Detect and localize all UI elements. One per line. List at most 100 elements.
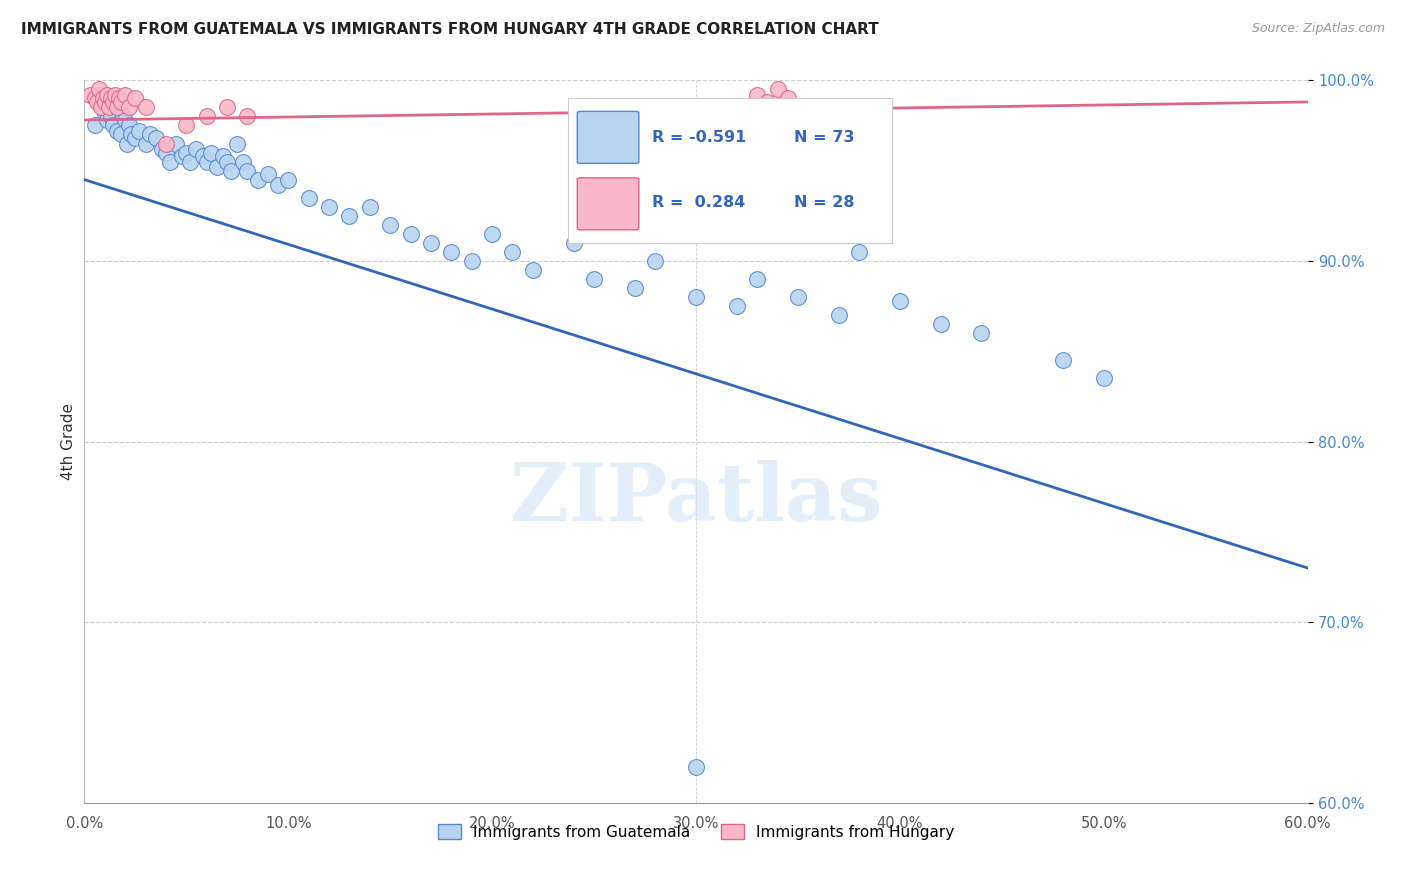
Point [298,191,321,205]
Point [87,82,110,96]
Point [128,124,150,138]
Point [100,91,122,105]
Point [970,326,993,341]
Point [359,200,381,214]
Point [87,87,110,102]
Text: IMMIGRANTS FROM GUATEMALA VS IMMIGRANTS FROM HUNGARY 4TH GRADE CORRELATION CHART: IMMIGRANTS FROM GUATEMALA VS IMMIGRANTS … [21,22,879,37]
Point [624,281,647,295]
Point [776,91,799,105]
Point [685,290,707,304]
Point [399,227,422,241]
Point [101,95,124,109]
Point [93,105,115,120]
Y-axis label: 4th Grade: 4th Grade [60,403,76,480]
Point [461,253,484,268]
Point [114,87,136,102]
Point [165,136,187,151]
Point [79,87,101,102]
Point [90,100,112,114]
Point [174,145,197,160]
Point [766,82,789,96]
Point [100,110,122,124]
Point [186,142,208,156]
Point [83,119,105,133]
Point [339,209,361,223]
Point [120,128,142,142]
Point [150,142,173,156]
Point [97,91,120,105]
Point [217,154,239,169]
Point [205,160,228,174]
Point [725,299,748,313]
Point [172,149,194,163]
Point [115,136,138,151]
Point [110,128,132,142]
Point [246,172,269,186]
Point [96,113,118,128]
Point [420,235,443,250]
Point [108,91,131,105]
Point [93,95,115,109]
Point [219,163,242,178]
Point [97,100,120,114]
Point [108,100,131,114]
Point [236,163,259,178]
Point [440,244,463,259]
Point [889,293,911,308]
Point [83,91,105,105]
Point [236,110,259,124]
Point [1052,353,1074,368]
Point [502,244,524,259]
Point [191,149,214,163]
Point [195,110,218,124]
Point [562,235,585,250]
Point [112,110,135,124]
Point [179,154,201,169]
Point [124,91,146,105]
Point [828,308,851,322]
Point [685,760,707,774]
Point [155,145,177,160]
Point [200,145,222,160]
Point [104,87,127,102]
Point [96,87,118,102]
Point [86,95,108,109]
Point [267,178,290,192]
Point [105,124,128,138]
Point [583,272,606,286]
Point [135,136,157,151]
Point [104,95,127,109]
Point [232,154,254,169]
Point [195,154,218,169]
Point [787,290,810,304]
Point [159,154,181,169]
Point [124,131,146,145]
Point [90,95,112,109]
Point [101,119,124,133]
Point [481,227,503,241]
Point [174,119,197,133]
Point [212,149,235,163]
Point [522,263,544,277]
Point [110,95,132,109]
Point [756,95,779,109]
Point [848,244,870,259]
Point [277,172,299,186]
Point [747,272,769,286]
Point [318,200,340,214]
Point [217,100,239,114]
Point [257,167,280,181]
Point [118,100,141,114]
Point [155,136,177,151]
Point [380,218,402,232]
Point [114,113,136,128]
Point [138,128,160,142]
Point [91,91,114,105]
Legend: Immigrants from Guatemala, Immigrants from Hungary: Immigrants from Guatemala, Immigrants fr… [432,818,960,846]
Point [929,317,952,331]
Point [145,131,167,145]
Point [91,100,114,114]
Point [105,100,128,114]
Point [118,119,141,133]
Text: ZIPatlas: ZIPatlas [510,460,882,539]
